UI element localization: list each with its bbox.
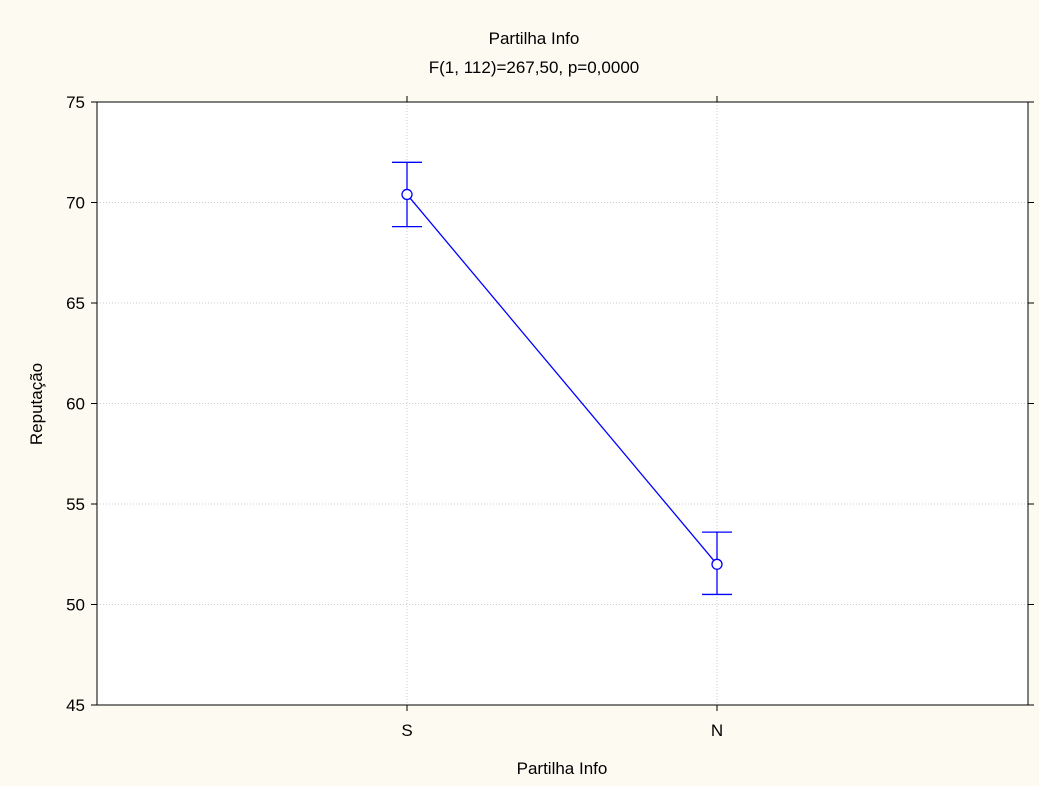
data-point <box>401 188 413 201</box>
data-layer <box>392 161 732 596</box>
y-tick-label: 60 <box>66 395 85 414</box>
x-tick-label: S <box>401 721 412 740</box>
plot-frame <box>96 101 1029 706</box>
chart-subtitle: F(1, 112)=267,50, p=0,0000 <box>429 58 639 77</box>
data-point <box>711 558 723 570</box>
grid <box>97 102 1028 705</box>
x-axis-label: Partilha Info <box>517 759 608 778</box>
y-axis-label: Reputação <box>27 363 46 445</box>
axis-ticks: 45 50 55 60 65 70 75 S N <box>66 93 1034 740</box>
series-line <box>406 194 718 565</box>
y-tick-label: 70 <box>66 194 85 213</box>
x-tick-label: N <box>711 721 723 740</box>
y-tick-label: 55 <box>66 495 85 514</box>
y-tick-label: 75 <box>66 93 85 112</box>
chart-title: Partilha Info <box>489 29 580 48</box>
y-tick-label: 45 <box>66 696 85 715</box>
y-tick-label: 50 <box>66 596 85 615</box>
y-tick-label: 65 <box>66 294 85 313</box>
